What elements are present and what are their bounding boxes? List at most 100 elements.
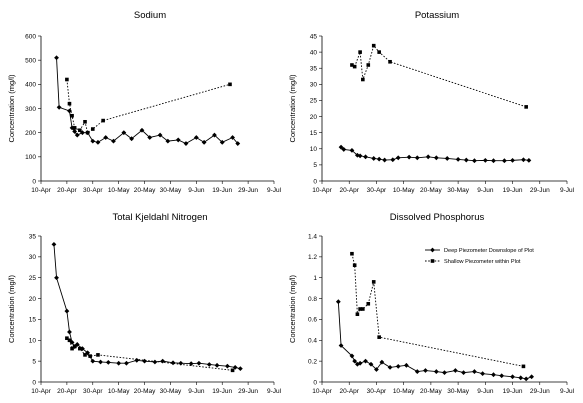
shallow-series-point bbox=[361, 307, 365, 311]
deep-series-point bbox=[237, 366, 243, 372]
deep-series-point bbox=[56, 104, 62, 110]
deep-series-point bbox=[196, 360, 202, 366]
x-tick-label: 20-Apr bbox=[57, 187, 77, 194]
y-tick-label: 500 bbox=[25, 57, 36, 64]
deep-series-point bbox=[51, 241, 57, 247]
deep-series-point bbox=[357, 360, 363, 366]
y-tick-label: 0.4 bbox=[308, 338, 317, 345]
deep-series-point bbox=[142, 358, 147, 364]
y-tick-label: 25 bbox=[29, 275, 37, 282]
deep-series-point bbox=[111, 138, 116, 144]
y-tick-label: 1.4 bbox=[308, 233, 317, 240]
deep-series-point bbox=[414, 369, 420, 374]
deep-series-point bbox=[482, 157, 488, 163]
x-tick-label: 30-Apr bbox=[367, 388, 387, 395]
chart-title: Dissolved Phosphorus bbox=[390, 212, 485, 223]
y-tick-label: 600 bbox=[25, 33, 36, 40]
shallow-series-point bbox=[366, 63, 371, 67]
y-tick-label: 400 bbox=[25, 82, 36, 89]
deep-series-point bbox=[139, 127, 145, 133]
deep-series-point bbox=[124, 360, 129, 366]
chart-title: Total Kjeldahl Nitrogen bbox=[112, 212, 207, 223]
y-tick-label: 0 bbox=[32, 379, 36, 386]
deep-series-line bbox=[56, 57, 239, 145]
shallow-series-point bbox=[371, 280, 376, 284]
shallow-series-point bbox=[355, 312, 360, 317]
y-tick-label: 10 bbox=[310, 146, 318, 153]
deep-series-point bbox=[338, 144, 344, 150]
y-tick-label: 20 bbox=[310, 114, 318, 121]
shallow-series-point bbox=[352, 263, 357, 267]
y-tick-label: 35 bbox=[29, 233, 37, 240]
x-tick-label: 9-Jul bbox=[560, 388, 575, 395]
x-tick-label: 10-May bbox=[393, 187, 415, 194]
deep-series-point bbox=[357, 153, 363, 159]
shallow-series-point bbox=[101, 118, 105, 123]
x-tick-label: 10-May bbox=[108, 187, 130, 194]
x-tick-label: 30-Apr bbox=[83, 187, 103, 194]
deep-series-point bbox=[165, 138, 171, 144]
y-tick-label: 200 bbox=[25, 130, 36, 137]
shallow-series-point bbox=[350, 63, 354, 67]
shallow-series-line bbox=[66, 337, 233, 371]
shallow-series-line bbox=[351, 253, 524, 367]
deep-series-point bbox=[64, 308, 70, 314]
deep-series-point bbox=[90, 138, 96, 144]
deep-series-point bbox=[214, 362, 220, 368]
shallow-series-point bbox=[361, 77, 365, 82]
deep-series-point bbox=[67, 329, 72, 335]
x-tick-label: 20-May bbox=[420, 388, 442, 395]
x-tick-label: 30-May bbox=[160, 388, 182, 395]
deep-series-point bbox=[170, 360, 176, 366]
shallow-series-point bbox=[65, 336, 69, 340]
shallow-series-point bbox=[90, 127, 95, 131]
x-tick-label: 30-May bbox=[447, 187, 469, 194]
y-tick-label: 0.8 bbox=[308, 296, 317, 303]
x-tick-label: 10-May bbox=[108, 388, 130, 395]
x-tick-label: 10-Apr bbox=[31, 187, 51, 194]
x-tick-label: 9-Jun bbox=[477, 388, 494, 395]
shallow-series-point bbox=[230, 368, 235, 373]
shallow-series-point bbox=[70, 346, 74, 351]
deep-series-point bbox=[442, 370, 447, 376]
y-tick-label: 0 bbox=[313, 379, 317, 386]
deep-series-point bbox=[463, 157, 469, 163]
deep-series-point bbox=[338, 343, 344, 348]
deep-series-point bbox=[363, 358, 368, 364]
shallow-series-point bbox=[78, 346, 82, 351]
chart-title: Sodium bbox=[134, 10, 166, 21]
deep-series-point bbox=[521, 157, 526, 163]
shallow-series-point bbox=[352, 64, 357, 69]
shallow-series-point bbox=[96, 353, 100, 357]
shallow-series-point bbox=[350, 251, 354, 256]
deep-series-point bbox=[85, 350, 90, 356]
deep-series-point bbox=[349, 353, 355, 359]
deep-series-point bbox=[72, 129, 78, 134]
deep-series-point bbox=[178, 360, 184, 366]
deep-series-point bbox=[472, 158, 477, 164]
deep-series-point bbox=[452, 368, 458, 373]
x-tick-label: 30-Apr bbox=[83, 388, 103, 395]
shallow-series-point bbox=[521, 364, 526, 369]
deep-series-point bbox=[433, 155, 439, 161]
x-tick-label: 20-May bbox=[134, 388, 156, 395]
y-tick-label: 25 bbox=[310, 98, 318, 105]
shallow-series-point bbox=[78, 128, 82, 133]
deep-series-point bbox=[510, 157, 515, 163]
x-tick-label: 9-Jul bbox=[267, 388, 282, 395]
shallow-series-point bbox=[377, 335, 381, 339]
deep-series-point bbox=[444, 156, 450, 161]
legend-deep-marker bbox=[430, 247, 435, 253]
shallow-series-point bbox=[366, 301, 371, 306]
x-tick-label: 10-Apr bbox=[312, 187, 332, 194]
chart-title: Potassium bbox=[415, 10, 459, 21]
x-tick-label: 9-Jul bbox=[560, 187, 575, 194]
deep-series-point bbox=[518, 375, 524, 381]
deep-series-point bbox=[382, 157, 388, 163]
y-tick-label: 20 bbox=[29, 296, 37, 303]
deep-series-point bbox=[175, 137, 181, 143]
y-axis-label: Concentration (mg/l) bbox=[7, 275, 16, 343]
deep-series-point bbox=[134, 357, 140, 363]
x-tick-label: 10-May bbox=[393, 388, 415, 395]
